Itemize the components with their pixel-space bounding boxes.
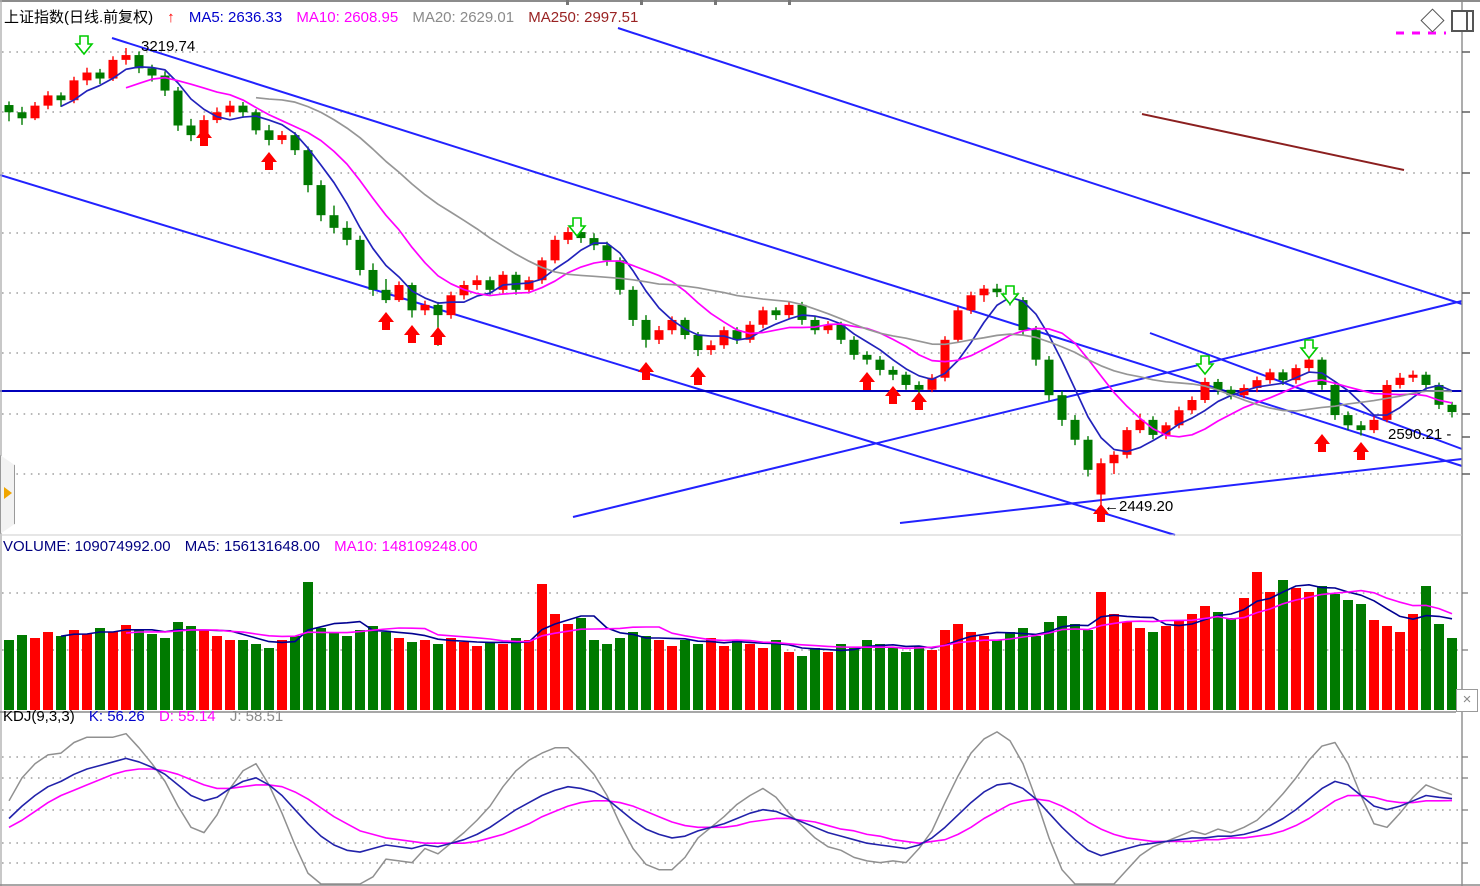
ma20-value: MA20: 2629.01 [412,9,515,26]
splitter-tick [566,0,569,5]
low-left-arrow-icon: ← [1104,498,1119,515]
volume-ma10-value: MA10: 148109248.00 [334,538,478,555]
splitter-tick [714,0,717,5]
candlesticks [4,48,1457,512]
kdj-j-value: J: 58.51 [229,708,284,725]
kdj-pane-header: KDJ(9,3,3) K: 56.26 D: 55.14 J: 58.51 [3,708,293,725]
sidebar-expand-handle[interactable] [0,455,15,534]
ma250-value: MA250: 2997.51 [528,9,639,26]
last-price-label: 2590.21 - [1388,426,1452,443]
low-price-label: ←2449.20 [1104,498,1174,515]
axis-tick-dash: - [1446,426,1452,443]
signal-arrows [74,35,1369,522]
expand-right-arrow-icon [4,487,12,499]
high-price-label: 3219.74 [141,38,196,55]
volume-ma5-value: MA5: 156131648.00 [184,538,320,555]
ma5-value: MA5: 2636.33 [188,9,283,26]
gridlines [2,51,1460,864]
trendlines [0,27,1463,536]
volume-bars [4,572,1457,710]
trend-up-arrow-icon: ↑ [167,9,175,26]
close-indicator-button[interactable]: × [1456,689,1478,712]
ma10-value: MA10: 2608.95 [296,9,399,26]
instrument-title: 上证指数(日线.前复权) [4,9,154,26]
volume-ma-lines [60,583,1453,652]
main-pane-header: 上证指数(日线.前复权) ↑ MA5: 2636.33 MA10: 2608.95… [4,6,648,27]
kdj-indicator-name: KDJ(9,3,3) [3,708,75,725]
splitter-tick [788,0,791,5]
splitter-tick [640,0,643,5]
volume-value: VOLUME: 109074992.00 [3,538,171,555]
split-window-divider [1466,12,1468,30]
kdj-d-value: D: 55.14 [158,708,216,725]
kdj-k-value: K: 56.26 [88,708,145,725]
price-ma-lines [60,66,1453,453]
top-splitter-handle[interactable] [0,0,1480,5]
split-window-icon[interactable] [1451,10,1474,32]
kdj-lines [8,731,1453,885]
volume-pane-header: VOLUME: 109074992.00 MA5: 156131648.00 M… [3,538,488,555]
